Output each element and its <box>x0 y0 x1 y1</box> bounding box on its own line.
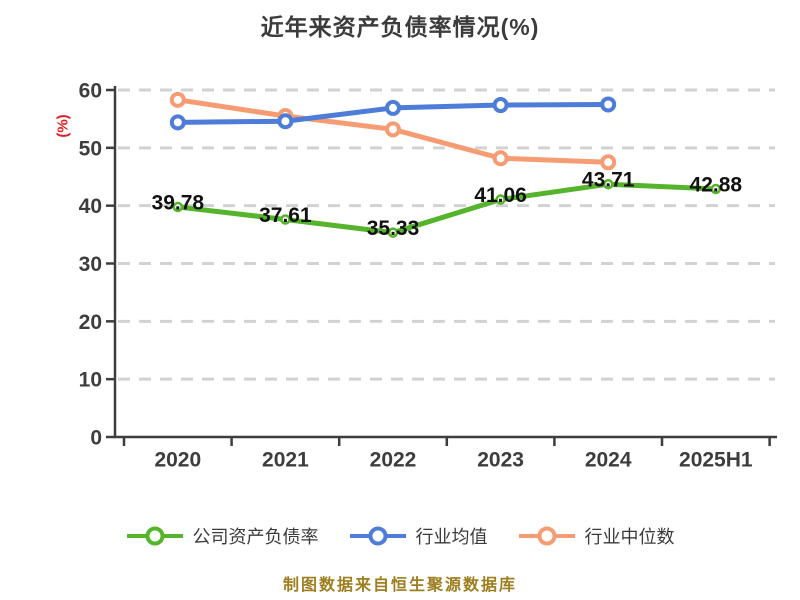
svg-text:2021: 2021 <box>262 449 309 472</box>
svg-text:2025H1: 2025H1 <box>679 449 753 472</box>
svg-text:60: 60 <box>79 80 102 103</box>
svg-text:41.06: 41.06 <box>474 184 527 207</box>
svg-text:50: 50 <box>79 137 102 160</box>
orange-line-marker-icon <box>518 526 575 546</box>
svg-text:40: 40 <box>79 195 102 218</box>
svg-text:37.61: 37.61 <box>259 204 312 227</box>
legend-item-industry-median: 行业中位数 <box>518 523 675 549</box>
svg-text:43.71: 43.71 <box>582 169 635 192</box>
legend-item-industry-mean: 行业均值 <box>349 523 488 549</box>
svg-text:42.88: 42.88 <box>690 174 743 197</box>
svg-text:30: 30 <box>79 253 102 276</box>
green-line-marker-icon <box>126 526 183 546</box>
data-source-note: 制图数据来自恒生聚源数据库 <box>282 577 517 594</box>
svg-text:20: 20 <box>79 311 102 334</box>
svg-text:35.33: 35.33 <box>367 217 420 240</box>
svg-text:2020: 2020 <box>154 449 201 472</box>
svg-text:39.78: 39.78 <box>152 191 205 214</box>
legend-label-industry-mean: 行业均值 <box>415 527 488 547</box>
blue-line-marker-icon <box>349 526 406 546</box>
chart-title: 近年来资产负债率情况(%) <box>260 14 540 40</box>
svg-text:2022: 2022 <box>370 449 417 472</box>
legend-item-company-ratio: 公司资产负债率 <box>126 523 319 549</box>
legend: 公司资产负债率 行业均值 行业中位数 <box>0 520 800 552</box>
svg-text:2024: 2024 <box>585 449 632 472</box>
svg-text:0: 0 <box>90 427 102 450</box>
svg-text:2023: 2023 <box>477 449 524 472</box>
legend-label-company-ratio: 公司资产负债率 <box>192 527 319 547</box>
legend-label-industry-median: 行业中位数 <box>584 527 675 547</box>
svg-text:10: 10 <box>79 369 102 392</box>
